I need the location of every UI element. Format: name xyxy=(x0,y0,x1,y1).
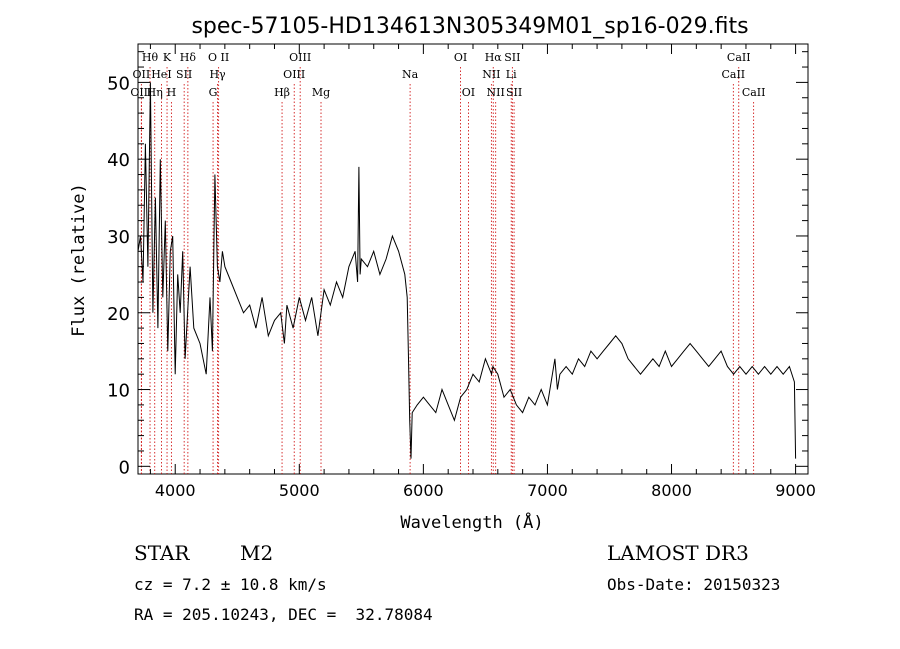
annotation-label: Hδ xyxy=(180,51,197,64)
coordinates: RA = 205.10243, DEC = 32.78084 xyxy=(134,605,433,624)
x-tick-label: 8000 xyxy=(651,481,692,500)
object-class: STAR xyxy=(134,541,190,565)
annotation-label: SII xyxy=(504,51,520,64)
obs-date: Obs-Date: 20150323 xyxy=(607,575,780,594)
redshift-cz: cz = 7.2 ± 10.8 km/s xyxy=(134,575,327,594)
y-axis-label: Flux (relative) xyxy=(69,183,89,337)
annotation-label: CaII xyxy=(721,68,745,81)
annotation-label: CaII xyxy=(742,86,766,99)
annotation-label: OIII xyxy=(130,86,152,99)
annotation-label: SII xyxy=(506,86,522,99)
annotation-label: Li xyxy=(506,68,517,81)
spectrum-series-line xyxy=(137,82,797,459)
x-tick-label: 5000 xyxy=(279,481,320,500)
annotation-label: H xyxy=(167,86,177,99)
y-tick-label: 0 xyxy=(119,457,130,478)
annotation-label: Mg xyxy=(312,86,330,99)
annotation-label: Hθ xyxy=(142,51,159,64)
x-tick-label: 7000 xyxy=(527,481,568,500)
annotation-label: Hγ xyxy=(209,68,226,81)
annotation-label: SII xyxy=(176,68,192,81)
plot-frame xyxy=(137,43,809,475)
x-axis-label: Wavelength (Å) xyxy=(400,511,543,533)
annotation-label: OII xyxy=(132,68,150,81)
annotation-label: K xyxy=(163,51,172,64)
y-axis: 0 10 20 30 40 50 xyxy=(107,51,808,478)
annotation-label: Hβ xyxy=(274,86,290,99)
x-axis: 4000 5000 6000 7000 8000 9000 xyxy=(149,44,816,500)
x-tick-label: 6000 xyxy=(403,481,444,500)
y-tick-label: 10 xyxy=(107,381,130,402)
annotation-label: Hη xyxy=(147,86,163,99)
y-tick-label: 50 xyxy=(107,73,130,94)
object-subclass: M2 xyxy=(240,541,273,565)
x-tick-label: 9000 xyxy=(775,481,816,500)
annotation-label: NII xyxy=(487,86,505,99)
annotation-label: OI xyxy=(462,86,475,99)
y-tick-label: 20 xyxy=(107,304,130,325)
annotation-label: HeI xyxy=(151,68,171,81)
annotation-label: G xyxy=(209,86,218,99)
annotation-label: Hα xyxy=(485,51,503,64)
annotation-label: OIII xyxy=(289,51,311,64)
annotation-label: Na xyxy=(402,68,419,81)
survey-label: LAMOST DR3 xyxy=(607,541,749,565)
x-tick-label: 4000 xyxy=(155,481,196,500)
annotation-label: O II xyxy=(208,51,229,64)
annotation-label: OIII xyxy=(283,68,305,81)
y-tick-label: 40 xyxy=(107,150,130,171)
y-tick-label: 30 xyxy=(107,227,130,248)
annotation-label: OI xyxy=(454,51,467,64)
chart-title: spec-57105-HD134613N305349M01_sp16-029.f… xyxy=(191,14,748,39)
annotation-label: CaII xyxy=(727,51,751,64)
annotation-label: NII xyxy=(482,68,500,81)
